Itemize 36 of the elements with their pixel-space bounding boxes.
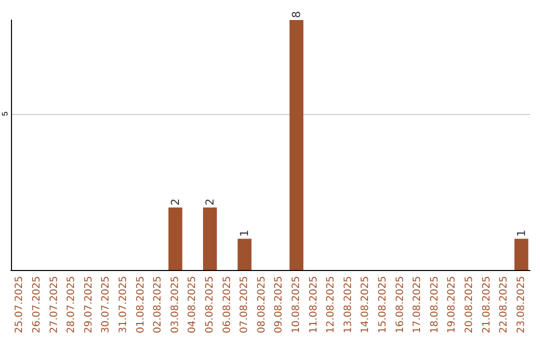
x-tick-label: 01.08.2025 bbox=[135, 276, 146, 334]
x-tick-label: 03.08.2025 bbox=[170, 276, 181, 334]
y-tick-label: 5 bbox=[0, 110, 10, 116]
data-label: 8 bbox=[290, 11, 303, 18]
data-label: 1 bbox=[514, 230, 528, 237]
x-tick-label: 18.08.2025 bbox=[429, 276, 440, 334]
x-tick-label: 05.08.2025 bbox=[204, 276, 216, 334]
x-tick-label: 15.08.2025 bbox=[377, 276, 388, 334]
x-tick-label: 14.08.2025 bbox=[360, 276, 372, 334]
x-tick-label: 20.08.2025 bbox=[464, 276, 475, 334]
data-label: 2 bbox=[203, 198, 216, 206]
data-label: 2 bbox=[168, 198, 182, 206]
x-tick-label: 21.08.2025 bbox=[481, 276, 492, 334]
x-tick-label: 10.08.2025 bbox=[290, 276, 302, 334]
x-tick-label: 08.08.2025 bbox=[256, 276, 268, 334]
x-tick-label: 13.08.2025 bbox=[342, 276, 354, 334]
x-tick-label: 19.08.2025 bbox=[446, 276, 458, 334]
x-tick-label: 22.08.2025 bbox=[498, 276, 510, 334]
x-tick-label: 27.07.2025 bbox=[48, 276, 60, 334]
x-tick-label: 26.07.2025 bbox=[31, 276, 42, 334]
x-tick-label: 07.08.2025 bbox=[239, 276, 250, 334]
x-tick-label: 12.08.2025 bbox=[326, 276, 337, 334]
x-tick-label: 23.08.2025 bbox=[516, 276, 527, 334]
x-tick-label: 09.08.2025 bbox=[274, 276, 285, 334]
x-tick-label: 16.08.2025 bbox=[394, 276, 406, 334]
x-tick-label: 17.08.2025 bbox=[412, 276, 424, 334]
x-tick-label: 28.07.2025 bbox=[66, 276, 78, 334]
x-tick-label: 25.07.2025 bbox=[14, 276, 26, 334]
x-tick-label: 30.07.2025 bbox=[100, 276, 112, 334]
x-tick-label: 29.07.2025 bbox=[83, 276, 94, 334]
x-tick-label: 06.08.2025 bbox=[222, 276, 233, 334]
x-tick-label: 04.08.2025 bbox=[187, 276, 198, 334]
x-tick-label: 02.08.2025 bbox=[152, 276, 164, 334]
x-tick-label: 31.07.2025 bbox=[118, 276, 129, 334]
data-label: 1 bbox=[238, 230, 252, 237]
x-tick-label: 11.08.2025 bbox=[308, 276, 320, 334]
